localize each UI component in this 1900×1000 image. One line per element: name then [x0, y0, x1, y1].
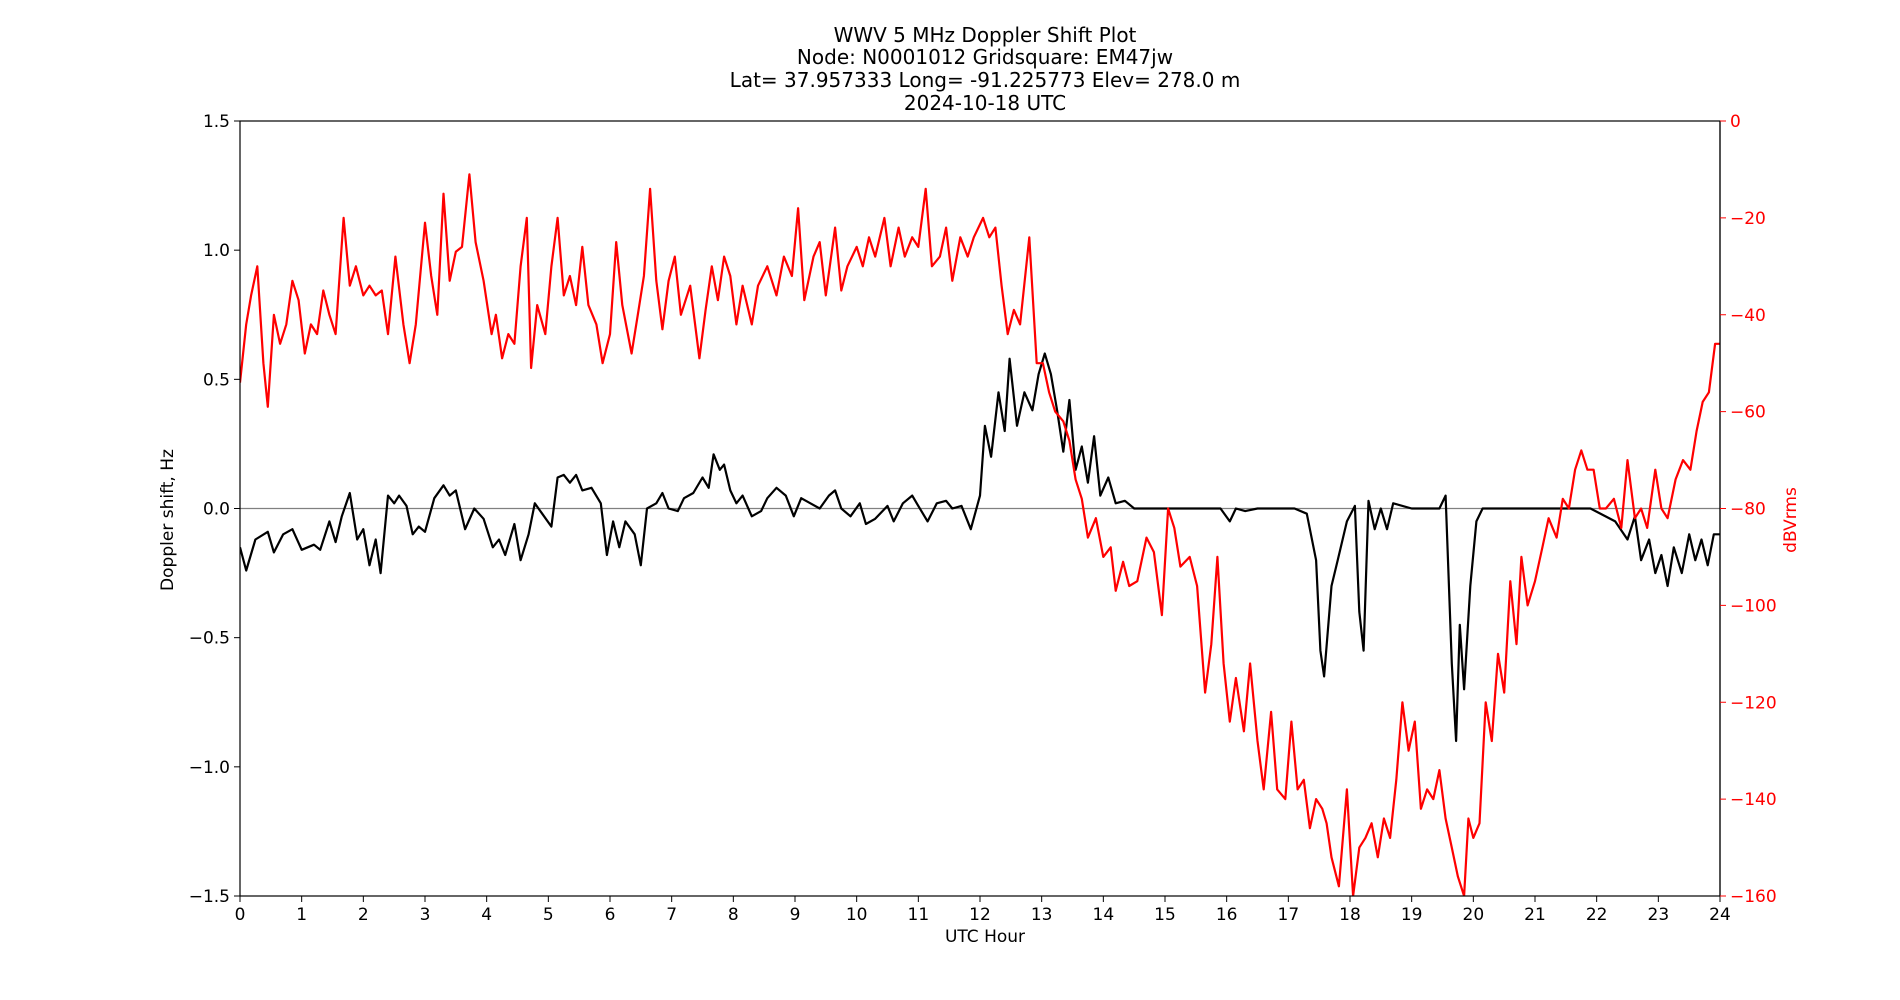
x-tick-label: 17 — [1278, 905, 1300, 925]
doppler-series-line — [240, 352, 1720, 743]
y-left-tick-label: 0.5 — [203, 370, 230, 390]
x-tick-label: 13 — [1031, 905, 1053, 925]
chart-title-line-4: 2024-10-18 UTC — [904, 91, 1066, 115]
x-tick-label: 10 — [846, 905, 868, 925]
y-left-tick-label: −0.5 — [189, 629, 230, 649]
y-left-tick-label: 1.5 — [203, 112, 230, 132]
x-tick-label: 22 — [1586, 905, 1608, 925]
x-tick-label: 16 — [1216, 905, 1238, 925]
y-left-tick-label: 0.0 — [203, 500, 230, 520]
plot-area: 0 1 2 3 4 5 6 7 8 9 10 11 12 13 14 15 16 17 18 19 20 21 22 23 24… — [189, 112, 1777, 925]
x-tick-label: 12 — [969, 905, 991, 925]
x-tick-label: 8 — [728, 905, 739, 925]
y-right-tick-label: −80 — [1730, 500, 1766, 520]
x-tick-label: 14 — [1093, 905, 1115, 925]
x-tick-label: 1 — [296, 905, 307, 925]
chart-title-line-1: WWV 5 MHz Doppler Shift Plot — [834, 23, 1137, 47]
y-right-tick-label: −40 — [1730, 306, 1766, 326]
x-tick-label: 15 — [1154, 905, 1176, 925]
power-series-line — [240, 173, 1720, 896]
y-left-tick-label: 1.0 — [203, 241, 230, 261]
x-tick-label: 19 — [1401, 905, 1423, 925]
y-axis-label-left: Doppler shift, Hz — [158, 449, 178, 591]
x-tick-label: 7 — [666, 905, 677, 925]
x-tick-label: 11 — [908, 905, 930, 925]
x-axis-label: UTC Hour — [945, 927, 1025, 947]
y-right-tick-label: −120 — [1730, 693, 1777, 713]
y-right-tick-label: −60 — [1730, 403, 1766, 423]
y-right-tick-label: −20 — [1730, 209, 1766, 229]
x-tick-label: 2 — [358, 905, 369, 925]
chart-title-line-2: Node: N0001012 Gridsquare: EM47jw — [797, 45, 1173, 69]
x-tick-label: 5 — [543, 905, 554, 925]
x-tick-label: 6 — [605, 905, 616, 925]
y-right-tick-label: −100 — [1730, 596, 1777, 616]
x-tick-label: 3 — [420, 905, 431, 925]
x-tick-label: 21 — [1524, 905, 1546, 925]
x-tick-label: 20 — [1463, 905, 1485, 925]
x-tick-label: 4 — [481, 905, 492, 925]
chart-title-line-3: Lat= 37.957333 Long= -91.225773 Elev= 27… — [730, 68, 1241, 92]
y-axis-label-right: dBVrms — [1781, 487, 1801, 553]
y-right-tick-label: −160 — [1730, 887, 1777, 907]
x-tick-label: 18 — [1339, 905, 1361, 925]
x-tick-label: 9 — [790, 905, 801, 925]
y-left-tick-label: −1.0 — [189, 758, 230, 778]
x-tick-label: 24 — [1709, 905, 1731, 925]
y-left-tick-label: −1.5 — [189, 887, 230, 907]
x-tick-label: 0 — [235, 905, 246, 925]
y-right-tick-label: 0 — [1730, 112, 1741, 132]
x-tick-label: 23 — [1648, 905, 1670, 925]
y-right-tick-label: −140 — [1730, 790, 1777, 810]
